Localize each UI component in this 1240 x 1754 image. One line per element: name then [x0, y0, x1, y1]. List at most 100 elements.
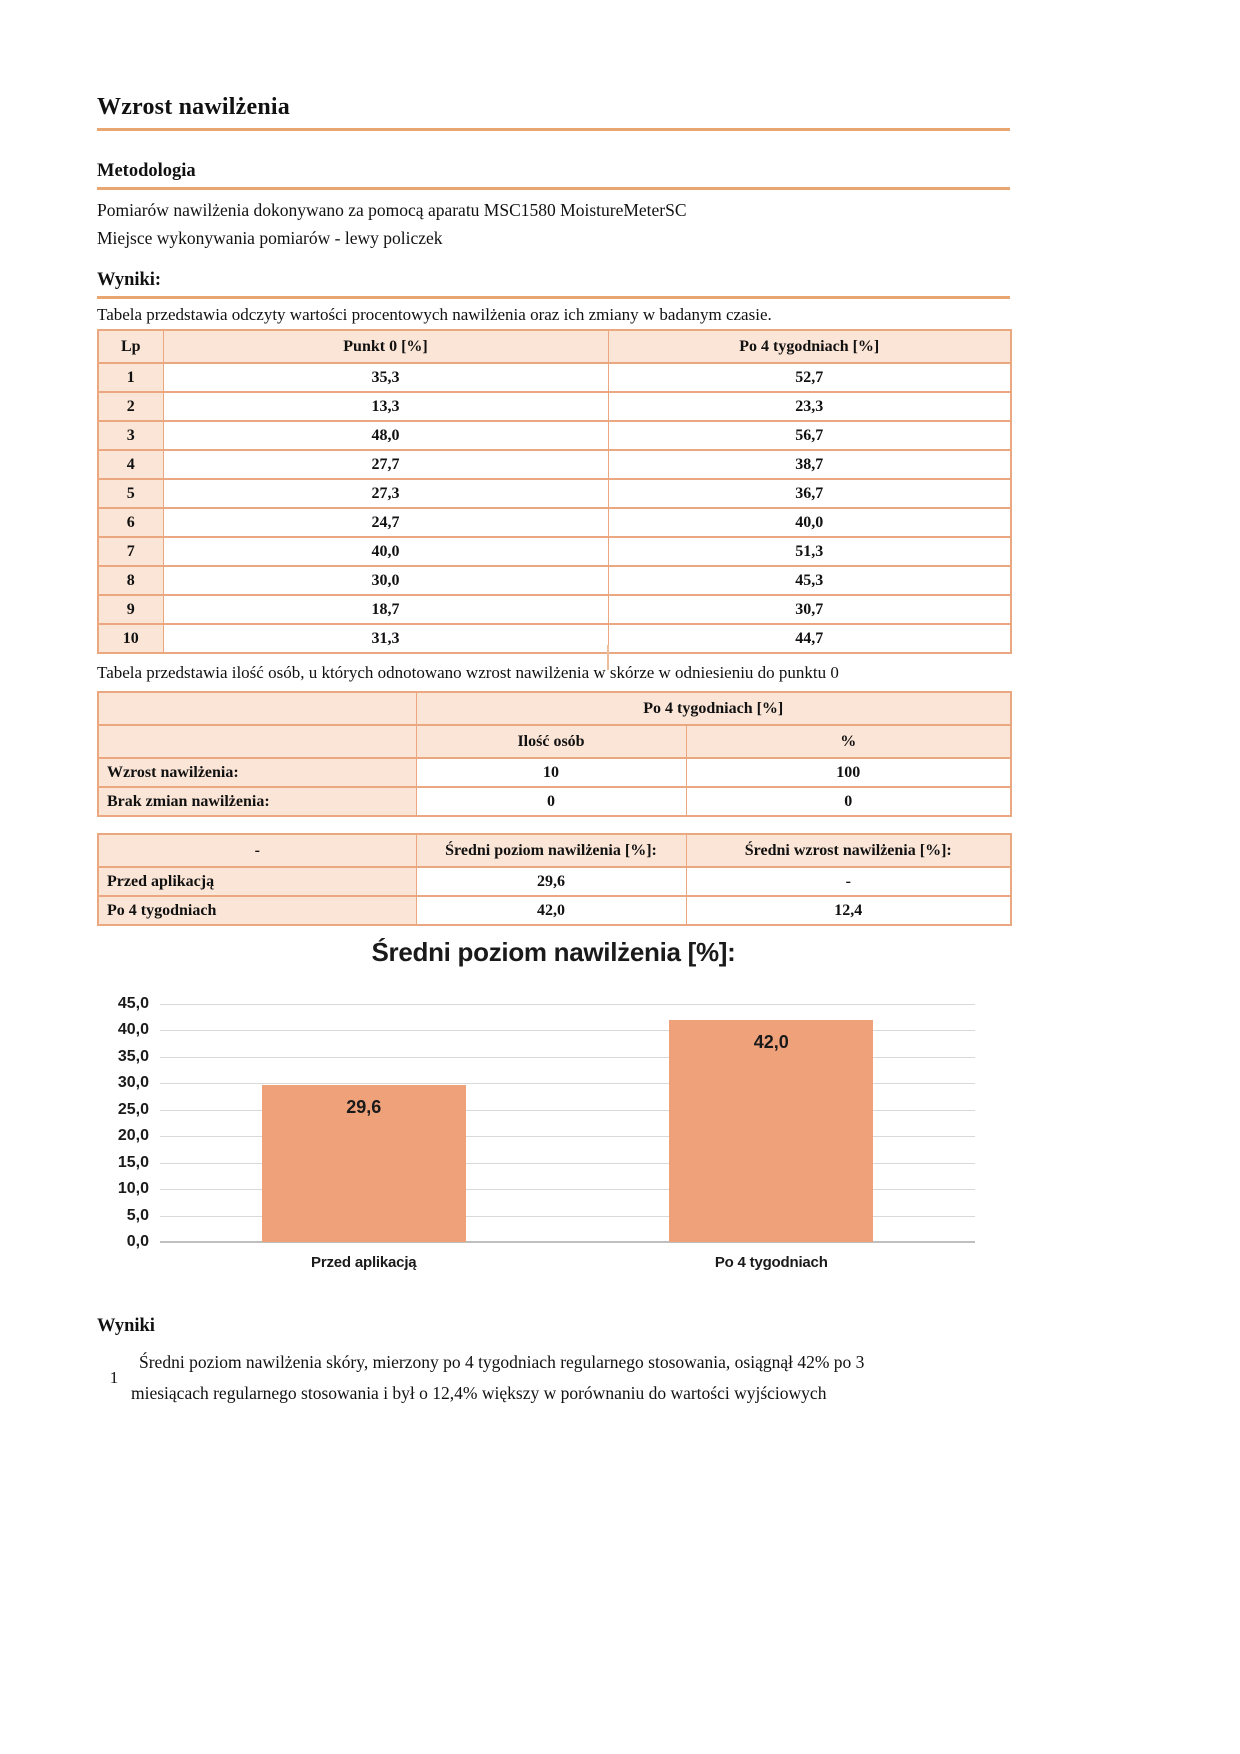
y-tick-label: 30,0: [117, 1074, 149, 1092]
conclusion-item: 1 Średni poziom nawilżenia skóry, mierzo…: [97, 1347, 1010, 1409]
table1-caption: Tabela przedstawia odczyty wartości proc…: [97, 305, 772, 324]
column-header: -: [97, 833, 417, 868]
methodology-line: Miejsce wykonywania pomiarów - lewy poli…: [97, 228, 443, 248]
table2-caption: Tabela przedstawia ilość osób, u których…: [97, 663, 839, 682]
gridline: [160, 1004, 975, 1005]
chart-plot: [160, 1004, 975, 1243]
results-section: Wyniki: Tabela przedstawia odczyty warto…: [97, 270, 1012, 654]
cell-punkt0: 24,7: [162, 507, 609, 538]
table-row: 3 48,0 56,7: [97, 420, 1012, 451]
conclusion-number: 1: [109, 1368, 119, 1387]
table-row: 2 13,3 23,3: [97, 391, 1012, 422]
cell-punkt0: 40,0: [162, 536, 609, 567]
gridline: [160, 1215, 975, 1217]
row-number: 2: [97, 391, 164, 422]
page-title: Wzrost nawilżenia: [97, 94, 290, 120]
chart-title: Średni poziom nawilżenia [%]:: [371, 937, 736, 967]
cell-po4tyg: 56,7: [607, 420, 1012, 451]
conclusions-heading: Wyniki: [97, 1316, 155, 1336]
table-row: Brak zmian nawilżenia: 0 0: [97, 786, 1012, 817]
bar-1: [261, 1085, 466, 1242]
cell-punkt0: 31,3: [162, 623, 609, 654]
row-number: 5: [97, 478, 164, 509]
row-number: 7: [97, 536, 164, 567]
row-number: 8: [97, 565, 164, 596]
averages-table: - Średni poziom nawilżenia [%]: Średni w…: [97, 833, 1012, 926]
y-tick-label: 15,0: [117, 1153, 149, 1171]
bar-2: [669, 1019, 874, 1242]
methodology-line: Pomiarów nawilżenia dokonywano za pomocą…: [97, 200, 687, 220]
category-label: Po 4 tygodniach: [714, 1254, 828, 1271]
table-row: 1 35,3 52,7: [97, 362, 1012, 393]
bar-value-label: 29,6: [346, 1097, 382, 1118]
moisture-readings-table: Lp Punkt 0 [%] Po 4 tygodniach [%] 1 35,3…: [97, 329, 1012, 654]
cell-punkt0: 48,0: [162, 420, 609, 451]
empty-cell: [97, 691, 417, 726]
y-tick-label: 40,0: [117, 1021, 149, 1039]
methodology-underline: [97, 187, 1010, 190]
cell-punkt0: 35,3: [162, 362, 609, 393]
column-header: Średni wzrost nawilżenia [%]:: [685, 833, 1012, 868]
cell-po4tyg: 38,7: [607, 449, 1012, 480]
table-row: 10 31,3 44,7: [97, 623, 1012, 654]
table-row: Po 4 tygodniach 42,0 12,4: [97, 895, 1012, 926]
gridline: [160, 1056, 975, 1058]
gridline: [160, 1030, 975, 1032]
cell-po4tyg: 44,7: [607, 623, 1012, 654]
conclusions-section: Wyniki 1 Średni poziom nawilżenia skóry,…: [97, 1316, 1010, 1409]
column-header: Lp: [97, 329, 164, 364]
cell-punkt0: 27,3: [162, 478, 609, 509]
persons-count-table: Po 4 tygodniach [%] Ilość osób % Wzrost …: [97, 691, 1012, 817]
table-row: 4 27,7 38,7: [97, 449, 1012, 480]
column-header: Ilość osób: [415, 724, 687, 759]
cell-po4tyg: 51,3: [607, 536, 1012, 567]
table-header-row: Lp Punkt 0 [%] Po 4 tygodniach [%]: [97, 329, 1012, 364]
column-header: Po 4 tygodniach [%]: [607, 329, 1012, 364]
row-number: 9: [97, 594, 164, 625]
cell-punkt0: 27,7: [162, 449, 609, 480]
row-label: Przed aplikacją: [97, 866, 417, 897]
bar-chart: Średni poziom nawilżenia [%]: 0,0 5,0 10,0…: [97, 937, 1010, 1297]
y-tick-label: 10,0: [117, 1180, 149, 1198]
gridline: [160, 1162, 975, 1164]
results-underline: [97, 296, 1010, 299]
title-underline: [97, 128, 1010, 131]
row-label: Po 4 tygodniach: [97, 895, 417, 926]
table-row: Wzrost nawilżenia: 10 100: [97, 757, 1012, 788]
row-label: Wzrost nawilżenia:: [97, 757, 417, 788]
cell-avg-increase: 12,4: [685, 895, 1012, 926]
y-tick-label: 20,0: [117, 1127, 149, 1145]
column-header: Średni poziom nawilżenia [%]:: [415, 833, 687, 868]
column-header: Punkt 0 [%]: [162, 329, 609, 364]
table-row: 6 24,7 40,0: [97, 507, 1012, 538]
row-number: 1: [97, 362, 164, 393]
cell-percent: 100: [685, 757, 1012, 788]
column-header: %: [685, 724, 1012, 759]
cell-avg-increase: -: [685, 866, 1012, 897]
x-axis-line: [160, 1241, 975, 1243]
cell-avg-level: 42,0: [415, 895, 687, 926]
persons-count-section: Tabela przedstawia ilość osób, u których…: [97, 662, 1012, 817]
cell-po4tyg: 52,7: [607, 362, 1012, 393]
row-number: 4: [97, 449, 164, 480]
category-label: Przed aplikacją: [311, 1254, 417, 1271]
group-header: Po 4 tygodniach [%]: [415, 691, 1012, 726]
table-subheader-row: Ilość osób %: [97, 724, 1012, 759]
row-label: Brak zmian nawilżenia:: [97, 786, 417, 817]
cell-po4tyg: 36,7: [607, 478, 1012, 509]
bar-value-label: 42,0: [753, 1031, 789, 1052]
gridline: [160, 1189, 975, 1191]
conclusion-text: Średni poziom nawilżenia skóry, mierzony…: [131, 1352, 865, 1403]
cell-avg-level: 29,6: [415, 866, 687, 897]
cell-count: 10: [415, 757, 687, 788]
cell-punkt0: 18,7: [162, 594, 609, 625]
averages-section: - Średni poziom nawilżenia [%]: Średni w…: [97, 833, 1012, 926]
table-row: 8 30,0 45,3: [97, 565, 1012, 596]
gridline: [160, 1136, 975, 1138]
table-header-row: - Średni poziom nawilżenia [%]: Średni w…: [97, 833, 1012, 868]
y-tick-label: 45,0: [117, 995, 149, 1012]
y-tick-label: 5,0: [126, 1206, 149, 1224]
table-row: 5 27,3 36,7: [97, 478, 1012, 509]
y-tick-label: 35,0: [117, 1047, 149, 1065]
